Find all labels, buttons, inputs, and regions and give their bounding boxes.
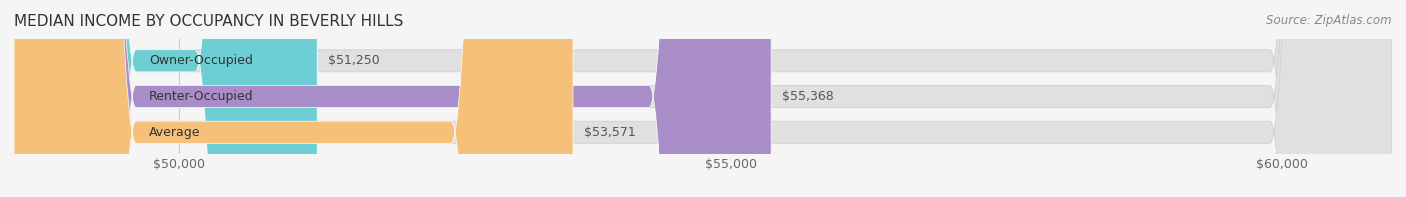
Text: MEDIAN INCOME BY OCCUPANCY IN BEVERLY HILLS: MEDIAN INCOME BY OCCUPANCY IN BEVERLY HI… xyxy=(14,14,404,29)
FancyBboxPatch shape xyxy=(14,0,770,197)
FancyBboxPatch shape xyxy=(14,0,1392,197)
Text: Average: Average xyxy=(149,126,201,139)
Text: Renter-Occupied: Renter-Occupied xyxy=(149,90,253,103)
Text: Source: ZipAtlas.com: Source: ZipAtlas.com xyxy=(1267,14,1392,27)
FancyBboxPatch shape xyxy=(14,0,1392,197)
Text: $55,368: $55,368 xyxy=(782,90,834,103)
Text: $53,571: $53,571 xyxy=(583,126,636,139)
Text: Owner-Occupied: Owner-Occupied xyxy=(149,54,253,67)
FancyBboxPatch shape xyxy=(14,0,318,197)
FancyBboxPatch shape xyxy=(14,0,574,197)
FancyBboxPatch shape xyxy=(14,0,1392,197)
Text: $51,250: $51,250 xyxy=(328,54,380,67)
